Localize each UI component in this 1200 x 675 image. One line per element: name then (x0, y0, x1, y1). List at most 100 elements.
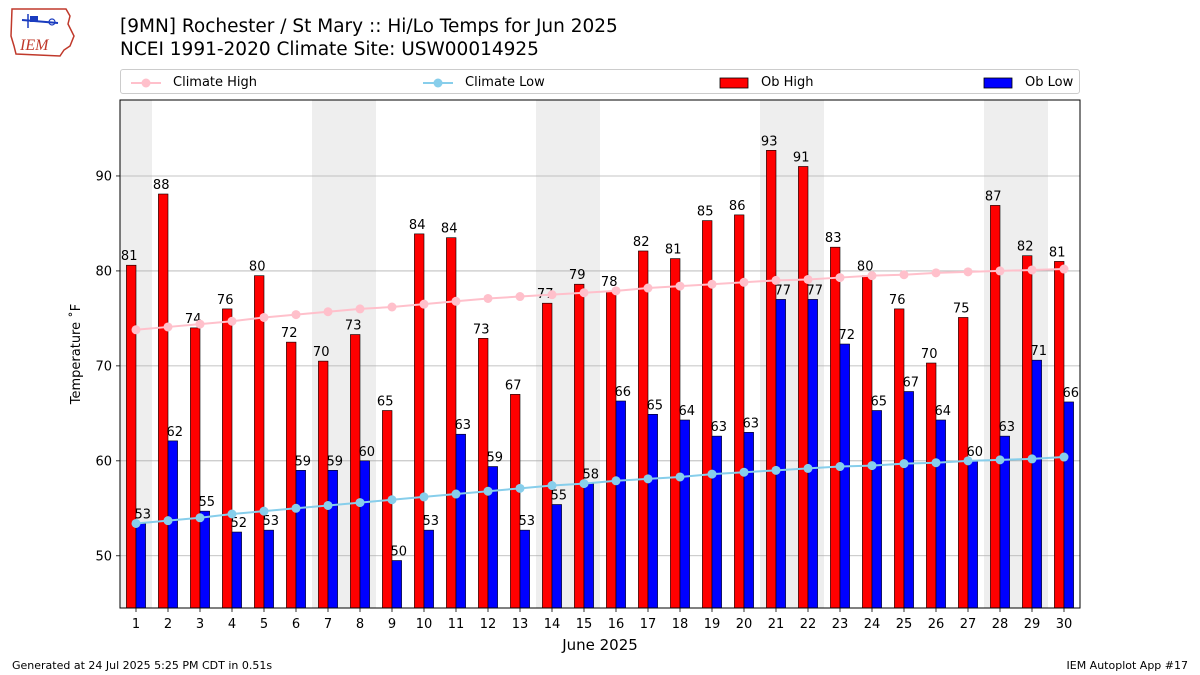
ob-high-bar (574, 283, 585, 609)
plot-frame (119, 99, 1081, 609)
ob-low-label: 71 (1031, 344, 1048, 359)
ob-low-bar (263, 529, 274, 609)
ob-low-label: 55 (199, 495, 216, 510)
ob-low-bar (967, 460, 978, 609)
climate-high-point (291, 310, 301, 320)
x-tick-label: 24 (864, 617, 881, 632)
ob-high-label: 78 (601, 275, 618, 290)
ob-high-bar (638, 250, 649, 609)
ob-low-bar (1031, 359, 1042, 609)
ob-high-label: 76 (217, 293, 234, 308)
ob-high-bar (606, 290, 617, 609)
climate-high-point (771, 275, 781, 285)
generated-timestamp: Generated at 24 Jul 2025 5:25 PM CDT in … (12, 659, 273, 672)
climate-low-point (131, 518, 141, 528)
ob-low-label: 66 (1063, 386, 1080, 401)
x-tick-label: 16 (608, 617, 625, 632)
ob-high-bar (222, 308, 233, 609)
ob-high-label: 82 (633, 235, 650, 250)
ob-high-bar (510, 394, 521, 609)
climate-low-point (835, 462, 845, 472)
ob-low-label: 59 (487, 451, 504, 466)
climate-high-point (387, 302, 397, 312)
iem-logo: IEM (10, 8, 75, 57)
ob-low-label: 53 (519, 514, 536, 529)
x-tick-label: 22 (800, 617, 817, 632)
logo-text: IEM (19, 37, 50, 54)
x-tick-label: 11 (448, 617, 465, 632)
ob-low-bar (519, 529, 530, 609)
ob-low-label: 50 (391, 545, 408, 560)
x-axis-label: June 2025 (561, 636, 638, 654)
climate-high-point (195, 319, 205, 329)
climate-low-point (995, 455, 1005, 465)
climate-high-point (483, 293, 493, 303)
climate-low-point (611, 476, 621, 486)
climate-low-point (515, 483, 525, 493)
climate-low-point (963, 456, 973, 466)
ob-high-label: 76 (889, 293, 906, 308)
ob-high-label: 85 (697, 205, 714, 220)
ob-low-label: 63 (999, 420, 1016, 435)
climate-low-point (291, 503, 301, 513)
climate-high-point (931, 268, 941, 278)
ob-low-label: 52 (231, 516, 248, 531)
ob-low-label: 72 (839, 328, 856, 343)
legend-label: Ob High (761, 75, 814, 90)
climate-high-point (227, 316, 237, 326)
climate-high-line (135, 268, 1065, 331)
climate-high-point (739, 277, 749, 287)
ob-low-label: 66 (615, 385, 632, 400)
ob-low-bar (775, 299, 786, 609)
ob-high-label: 67 (505, 378, 522, 393)
ob-high-label: 73 (473, 322, 490, 337)
climate-high-point (803, 274, 813, 284)
ob-low-bar (743, 432, 754, 609)
ob-high-label: 88 (153, 178, 170, 193)
x-tick-label: 13 (512, 617, 529, 632)
climate-high-point (707, 279, 717, 289)
climate-low-point (163, 516, 173, 526)
ob-high-bar (158, 193, 169, 609)
ob-low-bar (359, 460, 370, 609)
x-tick-label: 1 (132, 617, 140, 632)
climate-high-point (899, 270, 909, 280)
y-tick-label: 60 (95, 454, 112, 469)
ob-low-label: 64 (935, 404, 952, 419)
ob-low-bar (679, 419, 690, 609)
climate-low-point (899, 459, 909, 469)
climate-high-point (643, 283, 653, 293)
climate-high-point (675, 281, 685, 291)
ob-high-label: 86 (729, 199, 746, 214)
ob-high-bar (734, 214, 745, 609)
ob-low-bar (455, 433, 466, 609)
x-tick-label: 18 (672, 617, 689, 632)
climate-low-point (547, 481, 557, 491)
ob-high-bar (286, 341, 297, 609)
ob-low-bar (391, 560, 402, 609)
ob-high-label: 65 (377, 394, 394, 409)
ob-high-label: 75 (953, 301, 970, 316)
climate-high-point (995, 266, 1005, 276)
x-tick-label: 3 (196, 617, 204, 632)
legend-line-marker (423, 78, 453, 87)
climate-low-point (643, 474, 653, 484)
x-tick-label: 7 (324, 617, 332, 632)
ob-low-label: 59 (295, 454, 312, 469)
climate-low-point (803, 463, 813, 473)
x-tick-label: 30 (1056, 617, 1073, 632)
ob-high-bar (766, 150, 777, 609)
ob-high-label: 82 (1017, 240, 1034, 255)
ob-low-bar (871, 410, 882, 609)
ob-high-label: 79 (569, 268, 586, 283)
x-tick-label: 2 (164, 617, 172, 632)
ob-high-bar (862, 275, 873, 609)
climate-high-point (867, 271, 877, 281)
x-tick-label: 4 (228, 617, 236, 632)
ob-low-bar (903, 391, 914, 609)
climate-high-point (259, 312, 269, 322)
ob-high-label: 73 (345, 319, 362, 334)
ob-low-bar (583, 483, 594, 609)
ob-high-bar (542, 302, 553, 609)
ob-high-bar (830, 246, 841, 609)
